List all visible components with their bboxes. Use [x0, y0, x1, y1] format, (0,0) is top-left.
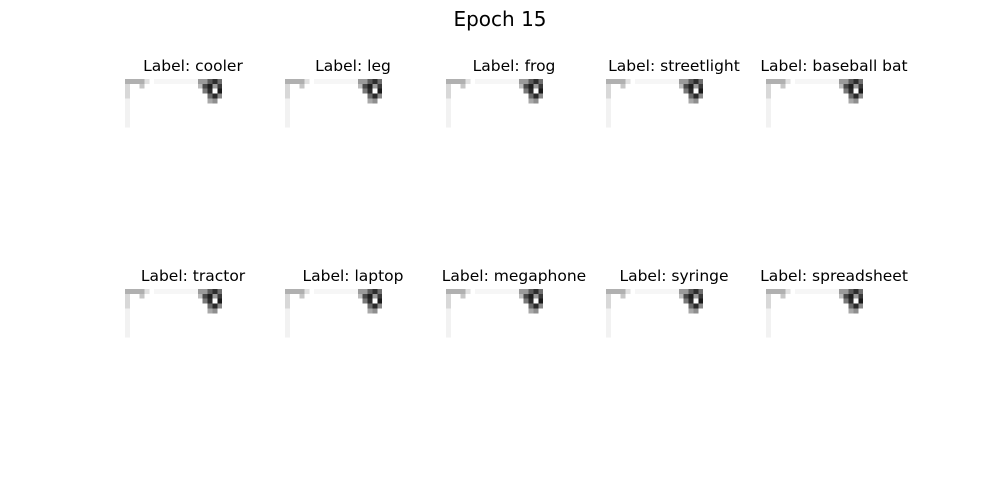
sample-label: Label: streetlight	[608, 57, 740, 75]
sample-panel: Label: frog	[446, 57, 582, 267]
generated-sample-image	[125, 79, 223, 128]
sample-panel: Label: spreadsheet	[760, 267, 908, 477]
sample-label: Label: cooler	[143, 57, 243, 75]
sample-panel: Label: tractor	[125, 267, 261, 477]
figure-title: Epoch 15	[453, 7, 547, 31]
sample-panel: Label: baseball bat	[760, 57, 908, 267]
sample-label: Label: leg	[315, 57, 391, 75]
sample-panel: Label: cooler	[125, 57, 261, 267]
generated-sample-image	[446, 79, 544, 128]
sample-label: Label: spreadsheet	[760, 267, 908, 285]
generated-sample-image	[766, 289, 864, 338]
sample-panel: Label: leg	[285, 57, 421, 267]
generated-sample-image	[606, 289, 704, 338]
sample-label: Label: megaphone	[441, 267, 587, 285]
sample-label: Label: laptop	[302, 267, 404, 285]
generated-sample-image	[285, 79, 383, 128]
sample-panel: Label: syringe	[606, 267, 742, 477]
generated-sample-image	[446, 289, 544, 338]
sample-panel: Label: megaphone	[442, 267, 586, 477]
generated-sample-image	[285, 289, 383, 338]
generated-sample-image	[766, 79, 864, 128]
generated-sample-image	[125, 289, 223, 338]
generated-sample-image	[606, 79, 704, 128]
sample-panel: Label: streetlight	[606, 57, 742, 267]
sample-label: Label: frog	[472, 57, 556, 75]
sample-label: Label: syringe	[619, 267, 729, 285]
sample-label: Label: tractor	[140, 267, 246, 285]
sample-panel: Label: laptop	[285, 267, 421, 477]
sample-label: Label: baseball bat	[760, 57, 908, 75]
